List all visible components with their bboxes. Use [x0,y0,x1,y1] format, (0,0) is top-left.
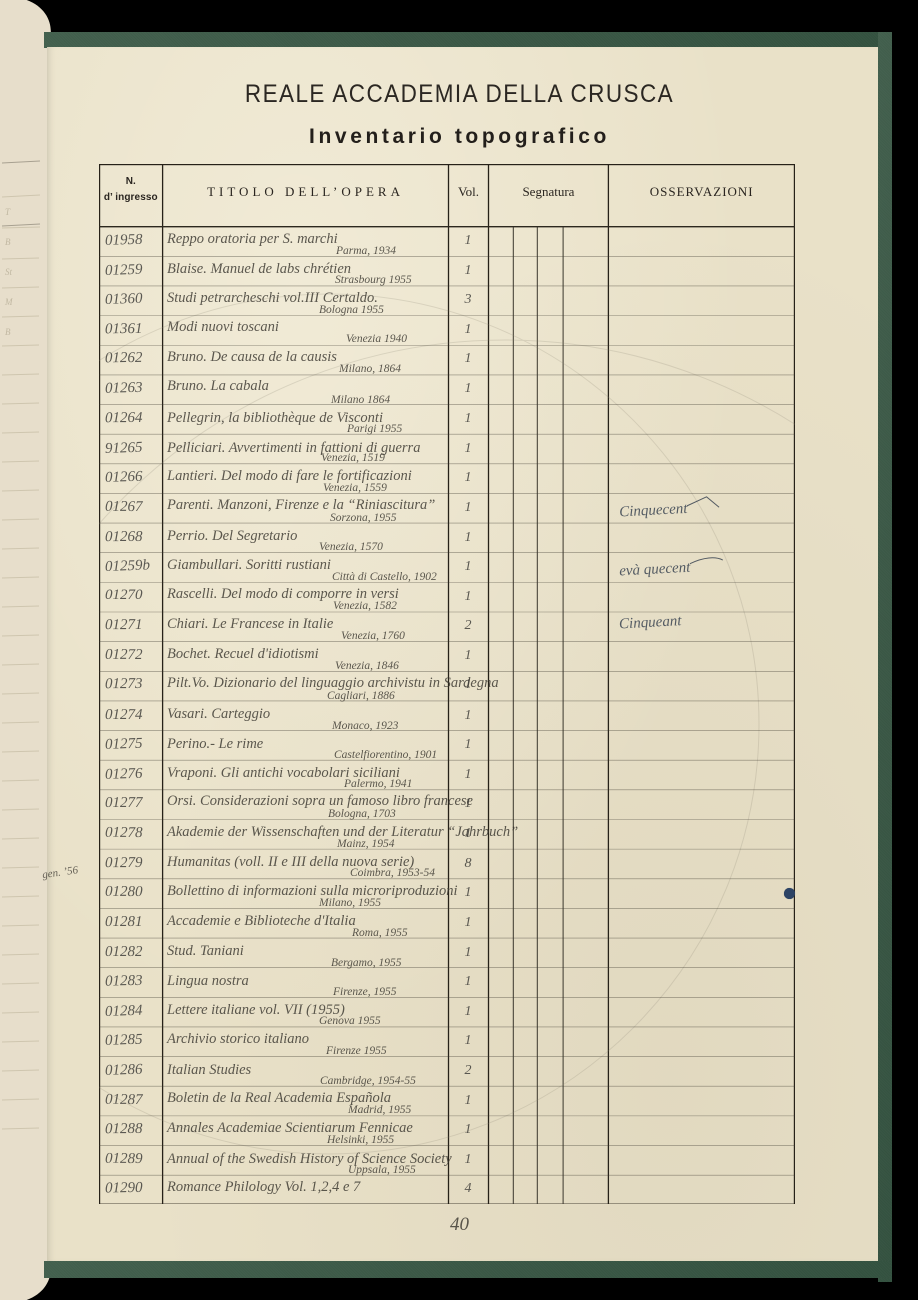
svg-text:St: St [5,267,13,277]
svg-text:B: B [5,237,11,247]
svg-text:B: B [5,327,11,337]
svg-text:M: M [4,297,13,307]
